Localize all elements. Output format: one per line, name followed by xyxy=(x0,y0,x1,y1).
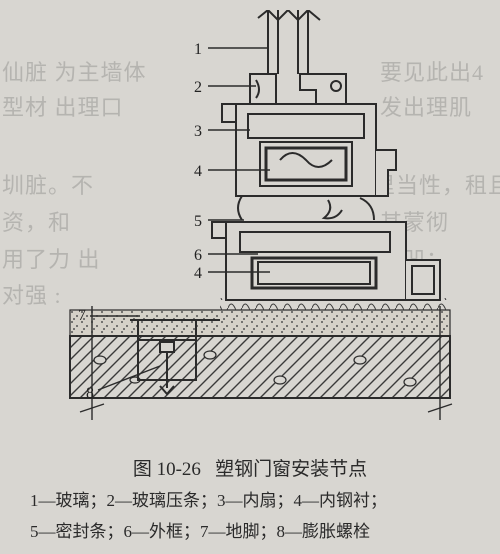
callout-4b: 4 xyxy=(194,265,202,282)
legend-line-1: 1—玻璃；2—玻璃压条；3—内扇；4—内钢衬； xyxy=(30,486,470,517)
figure-title: 塑钢门窗安装节点 xyxy=(215,459,367,480)
callout-6: 6 xyxy=(194,247,202,264)
glass-unit xyxy=(258,10,320,74)
outer-frame-profile xyxy=(212,222,440,300)
callout-7: 7 xyxy=(78,307,86,324)
figure-number: 图 10-26 xyxy=(133,459,201,480)
bg-frag: 对强 : xyxy=(2,278,62,310)
section-drawing: 1 2 3 4 5 6 4 7 8 xyxy=(60,10,460,440)
legend-line-2: 5—密封条；6—外框；7—地脚；8—膨胀螺栓 xyxy=(30,517,470,548)
mortar-bed xyxy=(70,310,450,336)
callout-1: 1 xyxy=(194,41,202,58)
figure-legend: 1—玻璃；2—玻璃压条；3—内扇；4—内钢衬； 5—密封条；6—外框；7—地脚；… xyxy=(30,486,470,547)
concrete-slab xyxy=(70,336,450,398)
weather-seal xyxy=(238,196,374,220)
callout-4a: 4 xyxy=(194,163,202,180)
callout-5: 5 xyxy=(194,213,202,230)
figure-caption: 图 10-26 塑钢门窗安装节点 xyxy=(0,454,500,481)
page-root: 仙脏 为主墙体 要见此出4 型材 出理口 发出理肌 圳脏。不 料里当性，租且 资… xyxy=(0,0,500,554)
callout-2: 2 xyxy=(194,79,202,96)
callout-8: 8 xyxy=(86,385,94,402)
callout-3: 3 xyxy=(194,123,202,140)
sash-profile xyxy=(222,74,396,196)
